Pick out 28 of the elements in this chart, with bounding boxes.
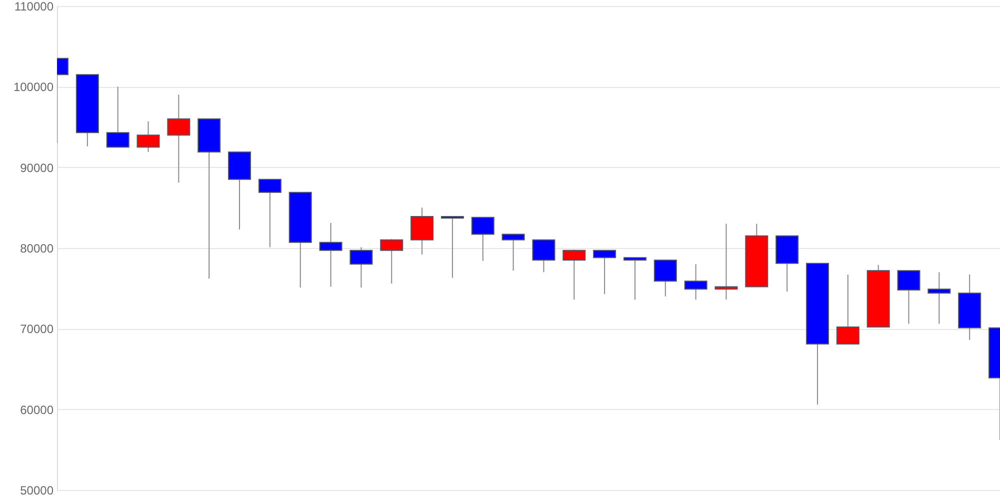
y-tick-label: 110000 — [14, 0, 54, 14]
candlestick — [897, 270, 920, 324]
candlestick — [380, 238, 404, 284]
candlestick — [258, 178, 282, 248]
candlestick — [319, 222, 342, 288]
candlestick — [350, 246, 373, 288]
candlestick — [410, 207, 434, 255]
y-tick-label: 60000 — [20, 402, 54, 417]
candlestick — [532, 239, 556, 273]
candlestick — [167, 94, 190, 184]
candlestick — [106, 86, 130, 148]
candlestick — [654, 260, 677, 297]
candlestick — [562, 249, 586, 300]
candlestick — [593, 250, 616, 294]
candlestick — [136, 120, 160, 153]
candlestick — [836, 274, 860, 344]
y-tick-label: 80000 — [20, 242, 54, 256]
y-tick-label: 90000 — [20, 160, 54, 175]
y-tick-label: 50000 — [20, 484, 54, 498]
candlestick — [440, 216, 464, 278]
candlestick — [684, 264, 708, 300]
candlestick — [928, 272, 951, 324]
candlestick — [623, 257, 646, 300]
candlestick — [714, 223, 738, 300]
candlestick — [502, 234, 525, 272]
y-tick-label: 70000 — [20, 322, 54, 336]
candlestick — [471, 216, 494, 262]
y-tick-label: 100000 — [13, 80, 54, 94]
